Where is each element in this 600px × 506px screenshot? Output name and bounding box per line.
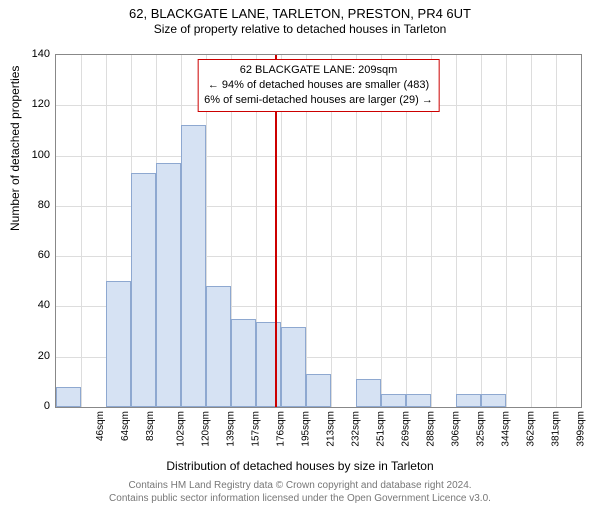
y-tick-label: 40: [10, 299, 50, 311]
gridline-v: [481, 55, 482, 407]
x-tick-label: 213sqm: [325, 411, 336, 447]
x-tick-label: 139sqm: [225, 411, 236, 447]
x-tick-label: 288sqm: [425, 411, 436, 447]
y-tick-label: 140: [10, 48, 50, 60]
x-axis-label: Distribution of detached houses by size …: [0, 459, 600, 473]
histogram-bar: [131, 173, 156, 407]
y-tick-label: 100: [10, 149, 50, 161]
gridline-v: [556, 55, 557, 407]
y-tick-label: 80: [10, 199, 50, 211]
chart-container: 62, BLACKGATE LANE, TARLETON, PRESTON, P…: [0, 6, 600, 506]
callout-line1: 62 BLACKGATE LANE: 209sqm: [240, 64, 398, 76]
callout-line3: 6% of semi-detached houses are larger (2…: [204, 94, 433, 106]
reference-callout: 62 BLACKGATE LANE: 209sqm ← 94% of detac…: [197, 59, 440, 112]
histogram-bar: [256, 322, 281, 407]
y-tick-label: 120: [10, 98, 50, 110]
gridline-v: [531, 55, 532, 407]
histogram-bar: [456, 394, 481, 407]
x-tick-label: 232sqm: [350, 411, 361, 447]
x-tick-label: 46sqm: [95, 411, 106, 441]
gridline-v: [506, 55, 507, 407]
x-tick-label: 269sqm: [400, 411, 411, 447]
x-tick-label: 64sqm: [120, 411, 131, 441]
x-tick-label: 120sqm: [200, 411, 211, 447]
chart-title: 62, BLACKGATE LANE, TARLETON, PRESTON, P…: [0, 6, 600, 21]
x-tick-label: 102sqm: [175, 411, 186, 447]
x-tick-label: 251sqm: [375, 411, 386, 447]
gridline-v: [456, 55, 457, 407]
x-tick-label: 306sqm: [450, 411, 461, 447]
footer-line2: Contains public sector information licen…: [0, 493, 600, 504]
chart-plot-area: 62 BLACKGATE LANE: 209sqm ← 94% of detac…: [55, 54, 582, 408]
x-tick-label: 83sqm: [145, 411, 156, 441]
x-tick-label: 195sqm: [300, 411, 311, 447]
histogram-bar: [181, 125, 206, 407]
gridline-h: [56, 156, 581, 157]
histogram-bar: [281, 327, 306, 407]
histogram-bar: [56, 387, 81, 407]
x-tick-label: 362sqm: [525, 411, 536, 447]
y-tick-label: 60: [10, 249, 50, 261]
chart-subtitle: Size of property relative to detached ho…: [0, 22, 600, 36]
x-tick-label: 325sqm: [475, 411, 486, 447]
x-tick-label: 381sqm: [550, 411, 561, 447]
callout-line2: ← 94% of detached houses are smaller (48…: [208, 79, 429, 91]
histogram-bar: [406, 394, 431, 407]
histogram-bar: [381, 394, 406, 407]
x-tick-label: 176sqm: [275, 411, 286, 447]
histogram-bar: [156, 163, 181, 407]
x-tick-label: 399sqm: [575, 411, 586, 447]
x-tick-label: 344sqm: [500, 411, 511, 447]
histogram-bar: [481, 394, 506, 407]
histogram-bar: [206, 286, 231, 407]
histogram-bar: [106, 281, 131, 407]
x-tick-label: 157sqm: [250, 411, 261, 447]
histogram-bar: [231, 319, 256, 407]
footer-line1: Contains HM Land Registry data © Crown c…: [0, 480, 600, 491]
y-tick-label: 0: [10, 400, 50, 412]
y-tick-label: 20: [10, 350, 50, 362]
histogram-bar: [356, 379, 381, 407]
histogram-bar: [306, 374, 331, 407]
gridline-v: [81, 55, 82, 407]
